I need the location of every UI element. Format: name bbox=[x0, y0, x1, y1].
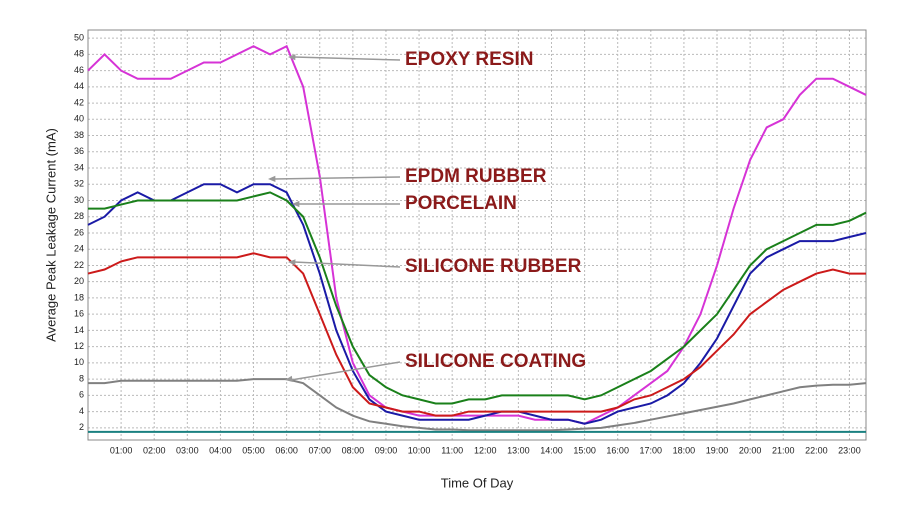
y-tick-label: 44 bbox=[74, 81, 84, 91]
annotation: SILICONE RUBBER bbox=[405, 256, 582, 277]
series-line bbox=[87, 252, 866, 417]
x-tick-label: 23:00 bbox=[838, 445, 861, 455]
x-tick-label: 22:00 bbox=[805, 445, 828, 455]
x-tick-label: 15:00 bbox=[573, 445, 596, 455]
y-tick-label: 36 bbox=[74, 146, 84, 156]
annotation-arrow bbox=[273, 176, 401, 180]
annotation: SILICONE COATING bbox=[405, 351, 586, 372]
y-tick-label: 10 bbox=[74, 357, 84, 367]
x-axis-label: Time Of Day bbox=[441, 475, 514, 490]
series-line bbox=[88, 191, 867, 405]
y-tick-label: 6 bbox=[79, 390, 84, 400]
y-tick-label: 8 bbox=[79, 373, 84, 383]
y-tick-label: 14 bbox=[74, 325, 84, 335]
x-tick-label: 14:00 bbox=[540, 445, 563, 455]
x-tick-label: 06:00 bbox=[275, 445, 298, 455]
y-tick-label: 50 bbox=[74, 32, 84, 42]
arrow-head bbox=[288, 54, 296, 61]
y-tick-label: 16 bbox=[74, 309, 84, 319]
annotation-arrow bbox=[290, 361, 401, 381]
y-tick-label: 18 bbox=[74, 292, 84, 302]
y-tick-label: 34 bbox=[74, 162, 84, 172]
annotation-arrow bbox=[293, 261, 401, 268]
x-tick-label: 05:00 bbox=[242, 445, 265, 455]
x-tick-label: 19:00 bbox=[706, 445, 729, 455]
annotation-arrow bbox=[293, 56, 401, 61]
x-tick-label: 02:00 bbox=[143, 445, 166, 455]
series-line bbox=[87, 183, 867, 425]
x-tick-label: 12:00 bbox=[474, 445, 497, 455]
x-tick-label: 11:00 bbox=[441, 445, 463, 455]
x-tick-label: 09:00 bbox=[375, 445, 398, 455]
x-tick-label: 17:00 bbox=[640, 445, 663, 455]
y-tick-label: 12 bbox=[74, 341, 84, 351]
y-tick-label: 28 bbox=[74, 211, 84, 221]
y-axis-label: Average Peak Leakage Current (mA) bbox=[43, 128, 58, 342]
series-line bbox=[88, 378, 867, 432]
x-tick-label: 13:00 bbox=[507, 445, 530, 455]
y-tick-label: 2 bbox=[79, 422, 84, 432]
arrow-head bbox=[268, 175, 276, 183]
y-tick-label: 38 bbox=[74, 130, 84, 140]
x-tick-label: 20:00 bbox=[739, 445, 762, 455]
annotation: PORCELAIN bbox=[405, 193, 517, 214]
y-tick-label: 26 bbox=[74, 227, 84, 237]
x-tick-label: 01:00 bbox=[110, 445, 133, 455]
annotation: EPDM RUBBER bbox=[405, 166, 547, 187]
arrow-head bbox=[285, 375, 293, 382]
y-tick-label: 4 bbox=[79, 406, 84, 416]
series-line bbox=[87, 44, 867, 425]
x-tick-label: 07:00 bbox=[308, 445, 331, 455]
x-tick-label: 21:00 bbox=[772, 445, 795, 455]
x-tick-label: 03:00 bbox=[176, 445, 199, 455]
y-tick-label: 22 bbox=[74, 260, 84, 270]
y-tick-label: 42 bbox=[74, 97, 84, 107]
y-tick-label: 30 bbox=[74, 195, 84, 205]
x-tick-label: 10:00 bbox=[408, 445, 431, 455]
y-tick-label: 40 bbox=[74, 114, 84, 124]
arrow-head bbox=[288, 259, 296, 266]
y-tick-label: 48 bbox=[74, 49, 84, 59]
y-tick-label: 20 bbox=[74, 276, 84, 286]
y-tick-label: 32 bbox=[74, 179, 84, 189]
plot-border bbox=[87, 29, 867, 441]
y-tick-label: 24 bbox=[74, 244, 84, 254]
x-tick-label: 16:00 bbox=[606, 445, 629, 455]
x-tick-label: 18:00 bbox=[673, 445, 696, 455]
x-tick-label: 04:00 bbox=[209, 445, 232, 455]
arrow-head bbox=[292, 200, 300, 208]
x-tick-label: 08:00 bbox=[342, 445, 365, 455]
annotation: EPOXY RESIN bbox=[405, 49, 533, 70]
y-tick-label: 46 bbox=[74, 65, 84, 75]
